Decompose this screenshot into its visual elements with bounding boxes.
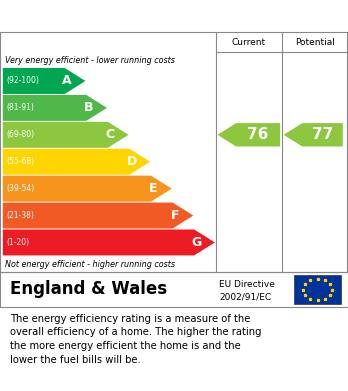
Bar (294, 275, 341, 304)
Polygon shape (3, 95, 107, 121)
Text: Current: Current (232, 38, 266, 47)
Text: (1-20): (1-20) (6, 238, 29, 247)
Polygon shape (3, 149, 150, 175)
Text: G: G (191, 236, 201, 249)
Text: Potential: Potential (295, 38, 335, 47)
Text: (81-91): (81-91) (6, 103, 34, 112)
Text: 76: 76 (247, 127, 269, 142)
Polygon shape (3, 68, 85, 94)
Text: 2002/91/EC: 2002/91/EC (219, 292, 271, 301)
Text: E: E (149, 182, 157, 195)
Text: England & Wales: England & Wales (10, 280, 168, 298)
Text: Energy Efficiency Rating: Energy Efficiency Rating (10, 9, 213, 23)
Text: Very energy efficient - lower running costs: Very energy efficient - lower running co… (5, 56, 175, 65)
Text: (55-68): (55-68) (6, 157, 34, 166)
Text: D: D (126, 155, 137, 168)
Text: 77: 77 (312, 127, 333, 142)
Text: The energy efficiency rating is a measure of the
overall efficiency of a home. T: The energy efficiency rating is a measur… (10, 314, 262, 364)
Text: (21-38): (21-38) (6, 211, 34, 220)
Polygon shape (3, 122, 128, 148)
Text: F: F (171, 209, 179, 222)
Polygon shape (3, 203, 193, 228)
Text: (69-80): (69-80) (6, 130, 34, 139)
Polygon shape (284, 123, 343, 147)
Polygon shape (3, 176, 172, 202)
Text: C: C (105, 128, 114, 141)
Text: A: A (62, 74, 72, 88)
Text: (39-54): (39-54) (6, 184, 34, 193)
Text: EU Directive: EU Directive (219, 280, 275, 289)
Text: B: B (84, 101, 93, 115)
Text: Not energy efficient - higher running costs: Not energy efficient - higher running co… (5, 260, 175, 269)
Polygon shape (218, 123, 280, 147)
Text: (92-100): (92-100) (6, 77, 39, 86)
Polygon shape (3, 230, 215, 255)
